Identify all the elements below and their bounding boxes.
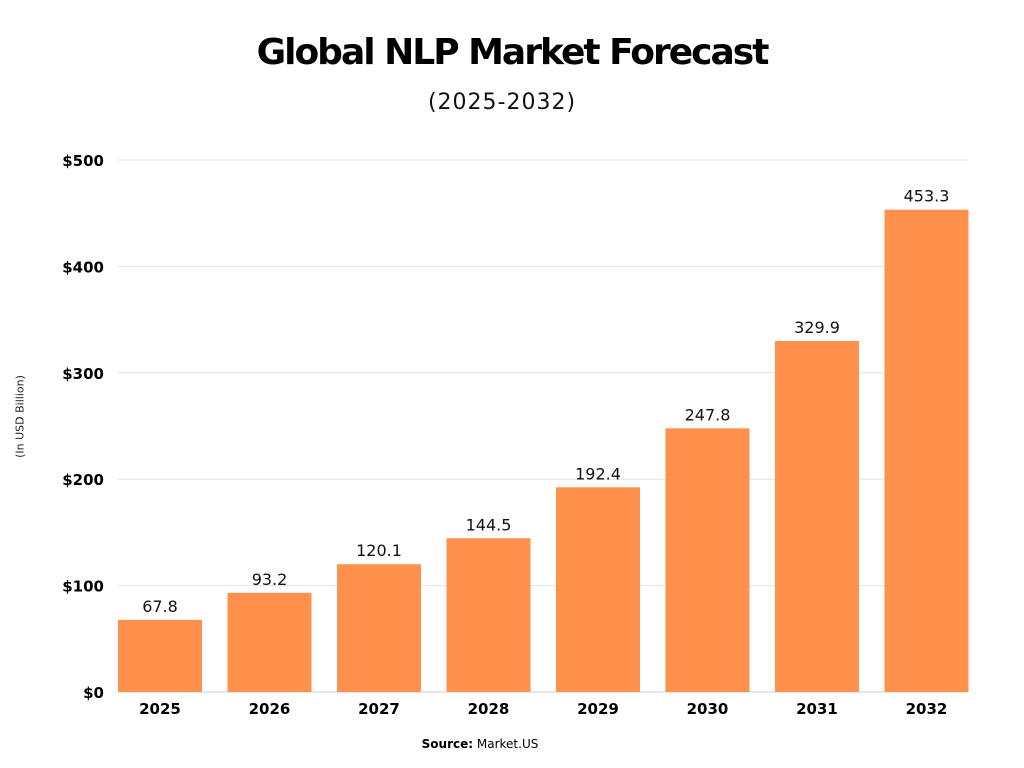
x-tick-label: 2029: [577, 700, 619, 718]
chart-subtitle: (2025-2032): [427, 90, 577, 115]
data-label: 329.9: [794, 318, 840, 337]
bar-2031: [775, 340, 859, 692]
data-label: 93.2: [252, 570, 288, 589]
x-tick-label: 2028: [468, 700, 510, 718]
x-tick-label: 2027: [358, 700, 400, 718]
data-label: 120.1: [356, 541, 402, 560]
bar-2032: [884, 209, 969, 693]
x-tick-label: 2026: [249, 700, 291, 718]
bar-2028: [446, 538, 531, 692]
y-tick-label: $0: [83, 684, 104, 702]
x-tick-label: 2032: [906, 700, 948, 718]
x-tick-label: 2030: [687, 700, 729, 718]
x-tick-label: 2031: [796, 700, 838, 718]
data-label: 453.3: [904, 187, 950, 206]
y-tick-label: $200: [62, 471, 104, 489]
bar-2027: [337, 564, 421, 692]
x-tick-label: 2025: [139, 700, 181, 718]
data-label: 247.8: [685, 405, 731, 424]
data-label: 144.5: [466, 515, 512, 534]
y-tick-label: $500: [62, 152, 104, 170]
source-note: Source: Market.US: [0, 737, 960, 751]
bar-2026: [227, 592, 312, 692]
y-tick-label: $400: [62, 258, 104, 276]
bar-2029: [556, 487, 640, 692]
chart-title: Global NLP Market Forecast: [256, 32, 770, 73]
y-tick-label: $100: [62, 578, 104, 596]
data-label: 192.4: [575, 464, 621, 483]
bar-2030: [665, 428, 750, 692]
bar-2025: [118, 619, 202, 692]
source-value: Market.US: [476, 737, 539, 751]
y-tick-label: $300: [62, 365, 104, 383]
source-label: Source:: [421, 737, 474, 751]
data-label: 67.8: [142, 597, 178, 616]
